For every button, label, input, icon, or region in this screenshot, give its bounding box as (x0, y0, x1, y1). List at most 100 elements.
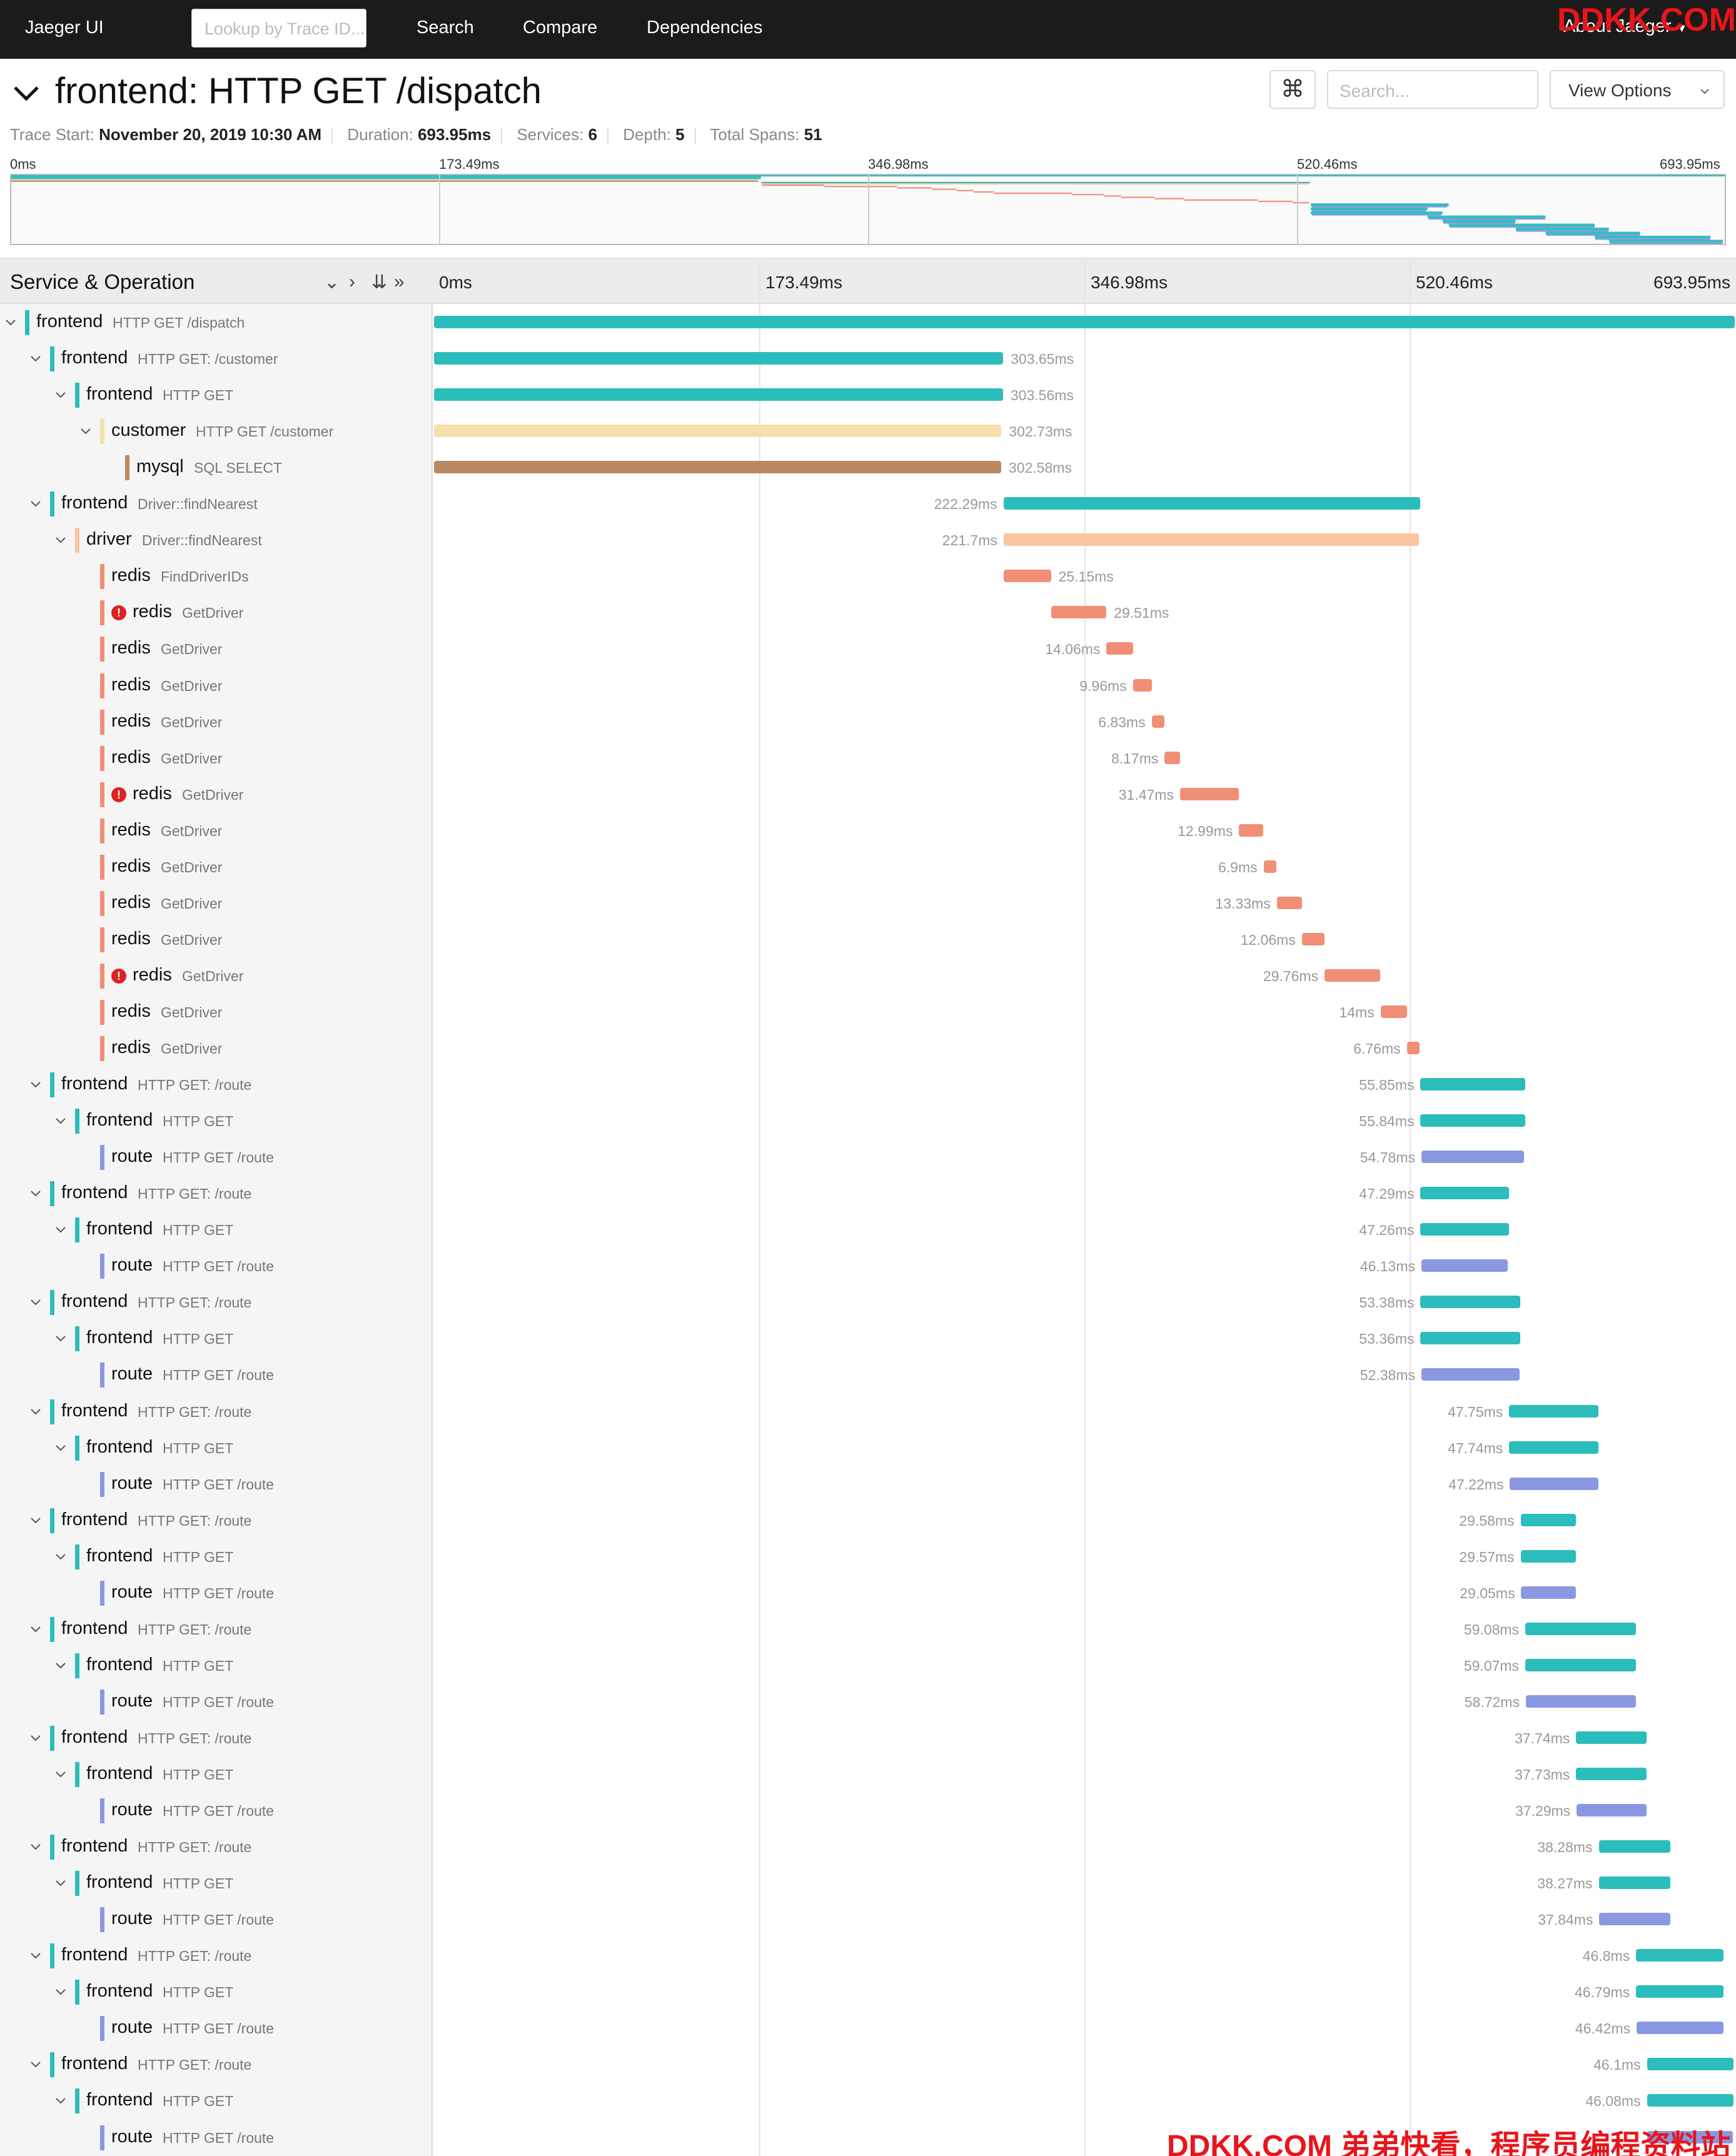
span-row[interactable]: frontend HTTP GET 47.26ms (0, 1211, 1736, 1247)
chevron-down-icon[interactable] (30, 1514, 41, 1526)
span-row[interactable]: frontend HTTP GET: /route 55.85ms (0, 1066, 1736, 1102)
span-bar[interactable] (1004, 570, 1051, 583)
chevron-down-icon[interactable] (55, 2095, 66, 2106)
chevron-down-icon[interactable] (5, 316, 16, 328)
span-row[interactable]: frontend HTTP GET 46.79ms (0, 1973, 1736, 2010)
span-row[interactable]: route HTTP GET /route 37.84ms (0, 1901, 1736, 1937)
span-bar[interactable] (1164, 751, 1180, 764)
span-bar[interactable] (1637, 2022, 1724, 2035)
span-bar[interactable] (1420, 1078, 1525, 1091)
span-row[interactable]: redis GetDriver 13.33ms (0, 885, 1736, 921)
span-row[interactable]: frontend HTTP GET 303.56ms (0, 376, 1736, 413)
span-bar[interactable] (1239, 824, 1264, 837)
span-row[interactable]: route HTTP GET /route (0, 2119, 1736, 2155)
span-row[interactable]: ! redis GetDriver 29.51ms (0, 594, 1736, 630)
trace-minimap[interactable]: 0ms 173.49ms 346.98ms 520.46ms 693.95ms (0, 156, 1736, 250)
span-row[interactable]: route HTTP GET /route 47.22ms (0, 1466, 1736, 1502)
brand-link[interactable]: Jaeger UI (25, 18, 104, 38)
span-row[interactable]: frontend HTTP GET 37.73ms (0, 1756, 1736, 1792)
span-bar[interactable] (1380, 1005, 1407, 1018)
span-bar[interactable] (1598, 1876, 1671, 1890)
span-bar[interactable] (1647, 2130, 1733, 2143)
span-row[interactable]: redis GetDriver 8.17ms (0, 740, 1736, 776)
span-row[interactable]: frontend HTTP GET 47.74ms (0, 1429, 1736, 1466)
span-row[interactable]: frontend HTTP GET: /route 47.75ms (0, 1393, 1736, 1429)
span-bar[interactable] (1133, 678, 1152, 692)
span-bar[interactable] (1406, 1042, 1420, 1054)
span-bar[interactable] (434, 425, 1002, 438)
span-row[interactable]: frontend HTTP GET 46.08ms (0, 2082, 1736, 2118)
span-bar[interactable] (434, 461, 1001, 474)
trace-search-input[interactable]: Search... (1327, 70, 1538, 109)
span-bar[interactable] (1520, 1549, 1577, 1563)
span-row[interactable]: redis GetDriver 6.76ms (0, 1030, 1736, 1066)
chevron-down-icon[interactable] (30, 353, 41, 364)
span-row[interactable]: route HTTP GET /route 37.29ms (0, 1792, 1736, 1828)
chevron-down-icon[interactable] (55, 1115, 66, 1126)
span-row[interactable]: route HTTP GET /route 46.42ms (0, 2010, 1736, 2046)
keyboard-shortcuts-button[interactable]: ⌘ (1269, 70, 1316, 109)
span-bar[interactable] (1420, 1332, 1521, 1345)
span-bar[interactable] (1647, 2094, 1733, 2107)
chevron-down-icon[interactable] (55, 534, 66, 545)
span-row[interactable]: frontend HTTP GET 59.07ms (0, 1647, 1736, 1683)
collapse-one-icon[interactable]: ⌄ (324, 272, 340, 293)
span-bar[interactable] (1051, 606, 1107, 619)
nav-search-link[interactable]: Search (416, 18, 474, 38)
span-bar[interactable] (1525, 1622, 1637, 1635)
span-row[interactable]: frontend HTTP GET /dispatch (0, 304, 1736, 340)
span-bar[interactable] (1421, 1259, 1508, 1272)
span-row[interactable]: redis GetDriver 12.06ms (0, 921, 1736, 957)
chevron-down-icon[interactable] (55, 1660, 66, 1671)
span-row[interactable]: mysql SQL SELECT 302.58ms (0, 449, 1736, 485)
span-row[interactable]: redis GetDriver 12.99ms (0, 812, 1736, 849)
span-bar[interactable] (1509, 1441, 1599, 1454)
about-jaeger-menu[interactable]: About Jaeger ▼ (1563, 16, 1687, 37)
span-bar[interactable] (1577, 1804, 1647, 1817)
span-row[interactable]: frontend HTTP GET 38.27ms (0, 1865, 1736, 1901)
span-row[interactable]: redis GetDriver 6.83ms (0, 703, 1736, 740)
span-row[interactable]: frontend HTTP GET 53.36ms (0, 1320, 1736, 1356)
chevron-down-icon[interactable] (30, 1187, 41, 1199)
span-row[interactable]: frontend HTTP GET: /customer 303.65ms (0, 340, 1736, 376)
chevron-down-icon[interactable] (30, 1841, 41, 1852)
span-bar[interactable] (1647, 2058, 1733, 2071)
span-row[interactable]: frontend HTTP GET: /route 59.08ms (0, 1611, 1736, 1647)
span-row[interactable]: redis GetDriver 14ms (0, 994, 1736, 1030)
expand-all-icon[interactable]: » (394, 271, 405, 292)
span-bar[interactable] (1325, 969, 1381, 982)
span-bar[interactable] (1003, 533, 1420, 547)
span-bar[interactable] (1276, 896, 1302, 909)
span-bar[interactable] (1003, 497, 1420, 510)
chevron-down-icon[interactable] (30, 2058, 41, 2070)
span-bar[interactable] (1179, 787, 1239, 800)
collapse-all-icon[interactable]: ⇊ (371, 272, 388, 293)
chevron-down-icon[interactable] (55, 389, 66, 400)
expand-one-icon[interactable]: › (349, 271, 355, 292)
nav-dependencies-link[interactable]: Dependencies (647, 18, 763, 38)
span-bar[interactable] (1525, 1658, 1637, 1671)
chevron-down-icon[interactable] (55, 1768, 66, 1780)
span-bar[interactable] (1420, 1187, 1510, 1200)
span-row[interactable]: frontend HTTP GET 55.84ms (0, 1102, 1736, 1139)
span-bar[interactable] (1525, 1695, 1636, 1708)
span-row[interactable]: frontend Driver::findNearest 222.29ms (0, 485, 1736, 521)
chevron-down-icon[interactable] (30, 1406, 41, 1417)
span-bar[interactable] (1421, 1368, 1520, 1381)
nav-compare-link[interactable]: Compare (523, 18, 598, 38)
span-row[interactable]: frontend HTTP GET: /route 46.1ms (0, 2046, 1736, 2082)
span-row[interactable]: redis GetDriver 6.9ms (0, 849, 1736, 885)
span-row[interactable]: route HTTP GET /route 58.72ms (0, 1683, 1736, 1720)
span-bar[interactable] (1420, 1223, 1510, 1236)
span-row[interactable]: frontend HTTP GET: /route 47.29ms (0, 1175, 1736, 1211)
span-row[interactable]: route HTTP GET /route 54.78ms (0, 1139, 1736, 1175)
chevron-down-icon[interactable] (30, 1079, 41, 1090)
span-row[interactable]: ! redis GetDriver 29.76ms (0, 957, 1736, 994)
span-row[interactable]: route HTTP GET /route 46.13ms (0, 1247, 1736, 1284)
span-bar[interactable] (1521, 1586, 1576, 1599)
chevron-down-icon[interactable] (55, 1224, 66, 1235)
chevron-down-icon[interactable] (55, 1551, 66, 1562)
span-bar[interactable] (434, 316, 1735, 328)
chevron-down-icon[interactable] (30, 498, 41, 509)
span-bar[interactable] (1151, 715, 1165, 728)
